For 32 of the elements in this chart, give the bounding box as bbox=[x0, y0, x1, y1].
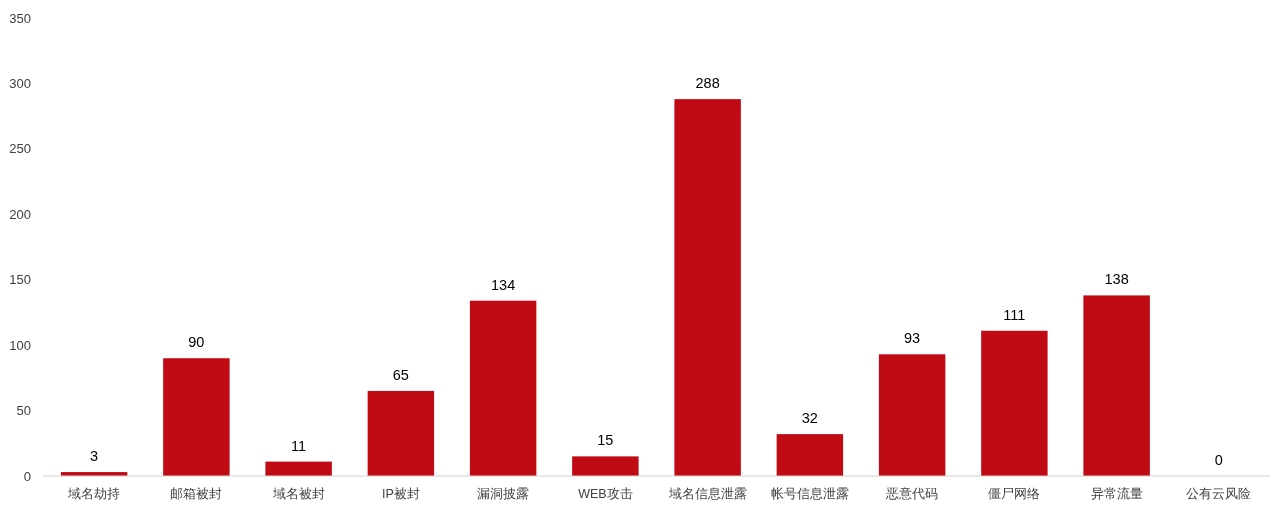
data-label: 90 bbox=[188, 334, 205, 351]
data-label: 11 bbox=[291, 437, 307, 454]
y-tick-label: 150 bbox=[9, 272, 31, 288]
data-label: 138 bbox=[1104, 271, 1129, 288]
x-tick-label: 恶意代码 bbox=[886, 487, 939, 501]
x-tick-label: 帐号信息泄露 bbox=[770, 487, 849, 501]
y-tick-label: 300 bbox=[9, 75, 31, 91]
data-label: 65 bbox=[392, 366, 409, 383]
y-tick-label: 0 bbox=[23, 468, 31, 484]
y-tick-label: 250 bbox=[9, 141, 31, 157]
x-tick-label: 域名信息泄露 bbox=[668, 487, 747, 501]
x-tick-label: 异常流量 bbox=[1090, 487, 1143, 501]
data-label: 93 bbox=[904, 330, 921, 347]
x-tick-label: 漏洞披露 bbox=[477, 487, 530, 501]
data-label: 0 bbox=[1214, 452, 1223, 468]
x-tick-label: 僵尸网络 bbox=[988, 487, 1041, 501]
x-tick-label: 邮箱被封 bbox=[170, 487, 223, 501]
x-tick-label: IP被封 bbox=[381, 487, 420, 501]
y-tick-label: 200 bbox=[9, 206, 31, 222]
x-tick-label: 域名劫持 bbox=[68, 487, 121, 501]
y-tick-label: 100 bbox=[9, 337, 31, 353]
data-label: 134 bbox=[491, 276, 516, 293]
data-label: 111 bbox=[1003, 306, 1026, 323]
data-label: 32 bbox=[801, 410, 818, 427]
x-tick-label: WEB攻击 bbox=[578, 487, 633, 501]
x-tick-label: 域名被封 bbox=[272, 487, 325, 501]
data-label: 3 bbox=[90, 448, 99, 465]
x-tick-label: 公有云风险 bbox=[1186, 487, 1252, 501]
y-tick-label: 350 bbox=[9, 10, 31, 26]
y-tick-label: 50 bbox=[16, 403, 31, 419]
data-label: 288 bbox=[695, 75, 720, 92]
data-label: 15 bbox=[597, 432, 614, 449]
